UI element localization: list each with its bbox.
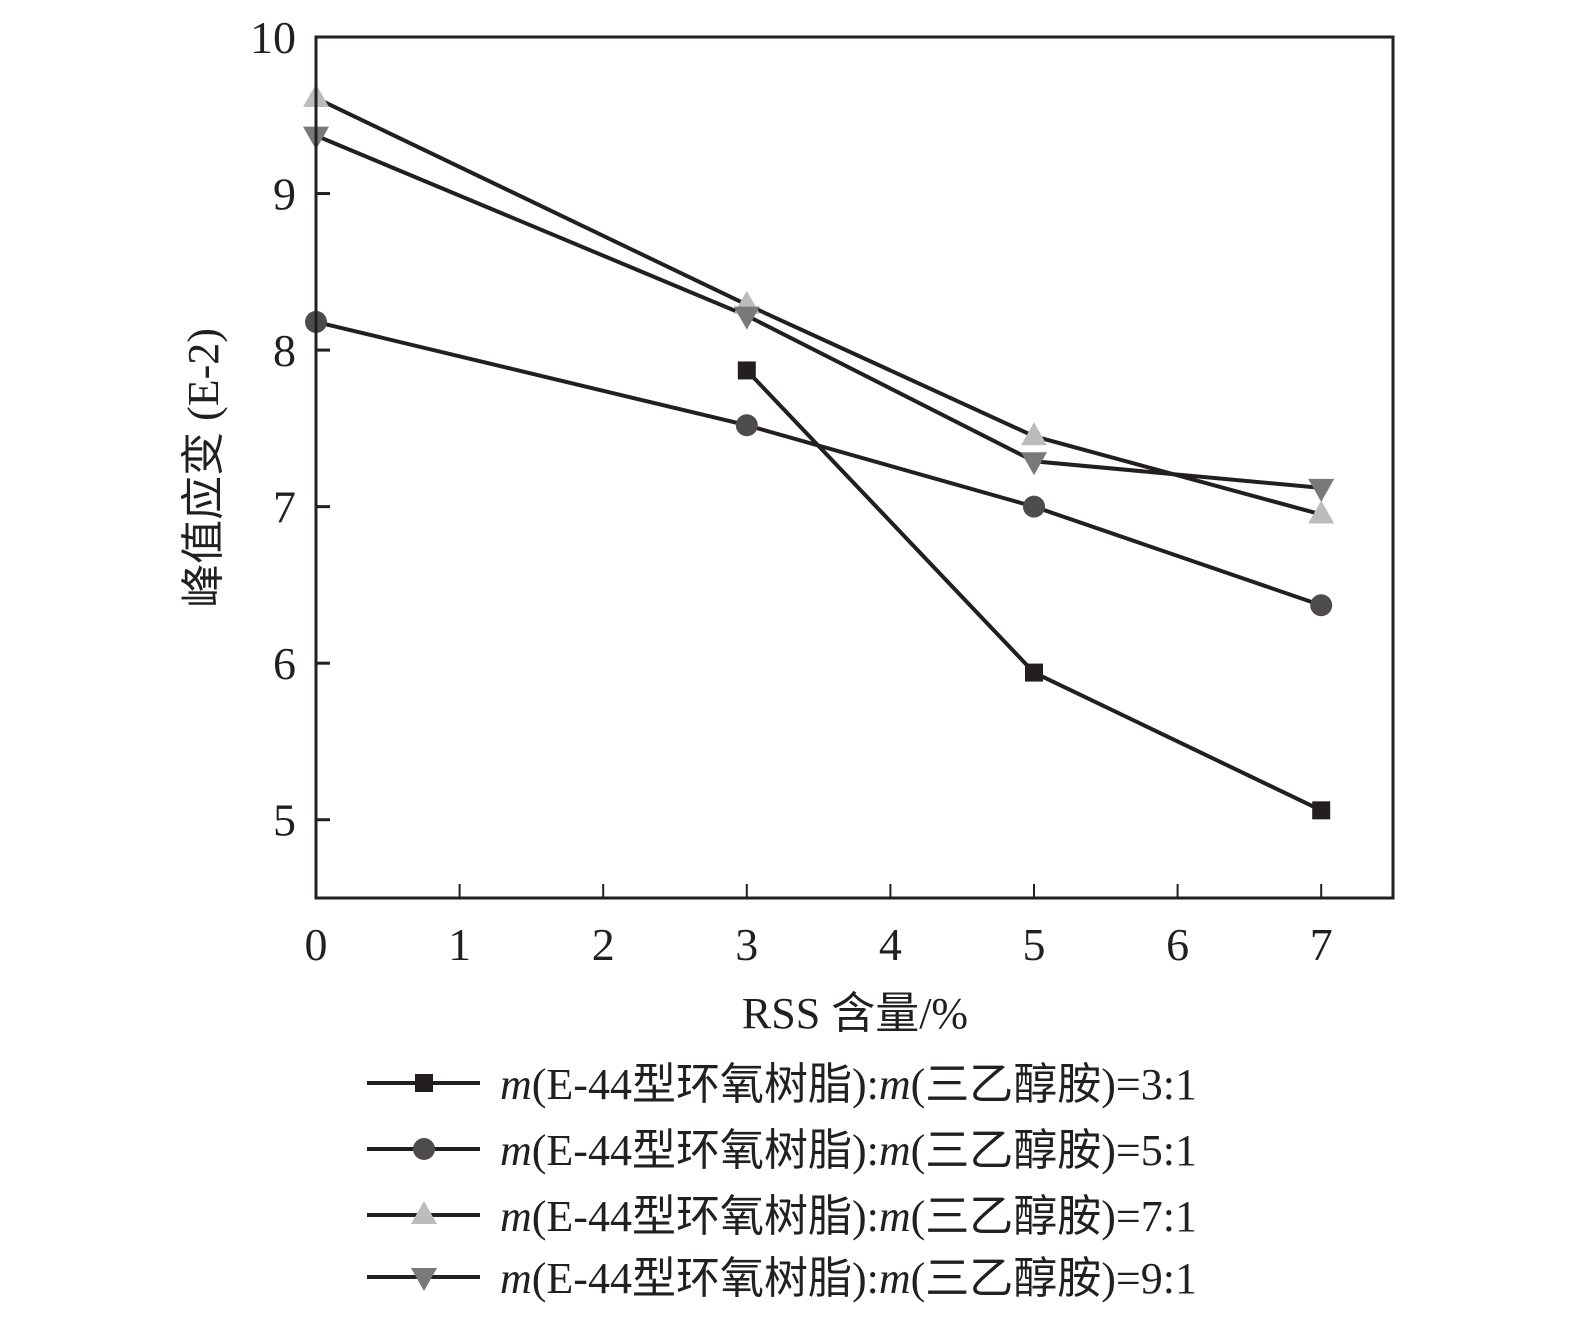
legend-label-part1: (E-44型环氧树脂): xyxy=(532,1060,879,1109)
data-point-series-4 xyxy=(733,306,760,330)
legend-label-part1: (E-44型环氧树脂): xyxy=(532,1254,879,1303)
y-tick-label: 7 xyxy=(273,482,296,533)
data-point-series-3 xyxy=(1308,500,1335,524)
x-tick-label: 6 xyxy=(1166,919,1189,970)
x-tick-label: 1 xyxy=(448,919,471,970)
y-tick-label: 9 xyxy=(273,169,296,220)
legend-label-m: m xyxy=(879,1254,911,1303)
legend-label-m: m xyxy=(879,1126,911,1175)
x-tick-label: 3 xyxy=(735,919,758,970)
data-point-series-3 xyxy=(1021,422,1047,446)
legend-label: m(E-44型环氧树脂):m(三乙醇胺)=5:1 xyxy=(500,1126,1197,1175)
legend-label: m(E-44型环氧树脂):m(三乙醇胺)=9:1 xyxy=(500,1254,1197,1303)
y-axis-title: 峰值应变 (E-2) xyxy=(179,328,228,608)
x-tick-label: 5 xyxy=(1023,919,1046,970)
legend-label-part1: (E-44型环氧树脂): xyxy=(532,1192,879,1241)
plot-frame xyxy=(314,35,1395,900)
data-point-series-2 xyxy=(735,414,758,437)
y-tick-label: 8 xyxy=(273,325,296,376)
axis-tick-labels: 0 1 2 3 4 5 6 7 5 6 7 8 9 10 xyxy=(250,12,1333,970)
legend-marker-icon xyxy=(415,1074,433,1092)
x-tick-label: 0 xyxy=(305,919,328,970)
series-line-4 xyxy=(315,133,1322,490)
legend-item: m(E-44型环氧树脂):m(三乙醇胺)=3:1 xyxy=(367,1060,1197,1109)
legend-label-m: m xyxy=(879,1060,911,1109)
legend-marker-icon xyxy=(413,1138,435,1160)
legend-label-part2: (三乙醇胺)=9:1 xyxy=(911,1254,1197,1303)
legend-marker-icon xyxy=(411,1201,437,1224)
legend-label-m: m xyxy=(500,1254,532,1303)
series-line-2 xyxy=(315,319,1322,608)
y-tick-label: 10 xyxy=(250,12,296,63)
series-line-3 xyxy=(315,96,1322,517)
legend-item: m(E-44型环氧树脂):m(三乙醇胺)=5:1 xyxy=(367,1126,1197,1175)
x-tick-label: 7 xyxy=(1310,919,1333,970)
data-point-series-1 xyxy=(737,361,756,380)
series-lines xyxy=(315,96,1323,813)
data-point-series-2 xyxy=(1023,495,1045,518)
legend-label-part2: (三乙醇胺)=5:1 xyxy=(911,1126,1197,1175)
legend-label-part2: (三乙醇胺)=3:1 xyxy=(911,1060,1197,1109)
x-tick-label: 4 xyxy=(879,919,902,970)
data-point-series-2 xyxy=(1310,594,1333,617)
y-tick-label: 5 xyxy=(273,795,296,846)
x-axis-title: RSS 含量/% xyxy=(742,989,968,1038)
data-point-series-1 xyxy=(1025,663,1043,682)
legend-label-part1: (E-44型环氧树脂): xyxy=(532,1126,879,1175)
legend-item: m(E-44型环氧树脂):m(三乙醇胺)=7:1 xyxy=(367,1192,1197,1241)
legend-label: m(E-44型环氧树脂):m(三乙醇胺)=3:1 xyxy=(500,1060,1197,1109)
data-point-series-1 xyxy=(1312,801,1331,820)
data-point-series-4 xyxy=(1308,478,1335,502)
legend-label-m: m xyxy=(500,1126,532,1175)
y-tick-label: 6 xyxy=(273,638,296,689)
legend-label-part2: (三乙醇胺)=7:1 xyxy=(911,1192,1197,1241)
data-point-series-4 xyxy=(1021,452,1047,476)
legend-marker-icon xyxy=(411,1268,437,1291)
legend-label-m: m xyxy=(500,1060,532,1109)
legend-label-m: m xyxy=(879,1192,911,1241)
legend-item: m(E-44型环氧树脂):m(三乙醇胺)=9:1 xyxy=(367,1254,1197,1303)
axis-ticks xyxy=(316,192,1323,898)
legend: m(E-44型环氧树脂):m(三乙醇胺)=3:1m(E-44型环氧树脂):m(三… xyxy=(367,1060,1197,1303)
legend-label-m: m xyxy=(500,1192,532,1241)
legend-label: m(E-44型环氧树脂):m(三乙醇胺)=7:1 xyxy=(500,1192,1197,1241)
x-tick-label: 2 xyxy=(592,919,615,970)
